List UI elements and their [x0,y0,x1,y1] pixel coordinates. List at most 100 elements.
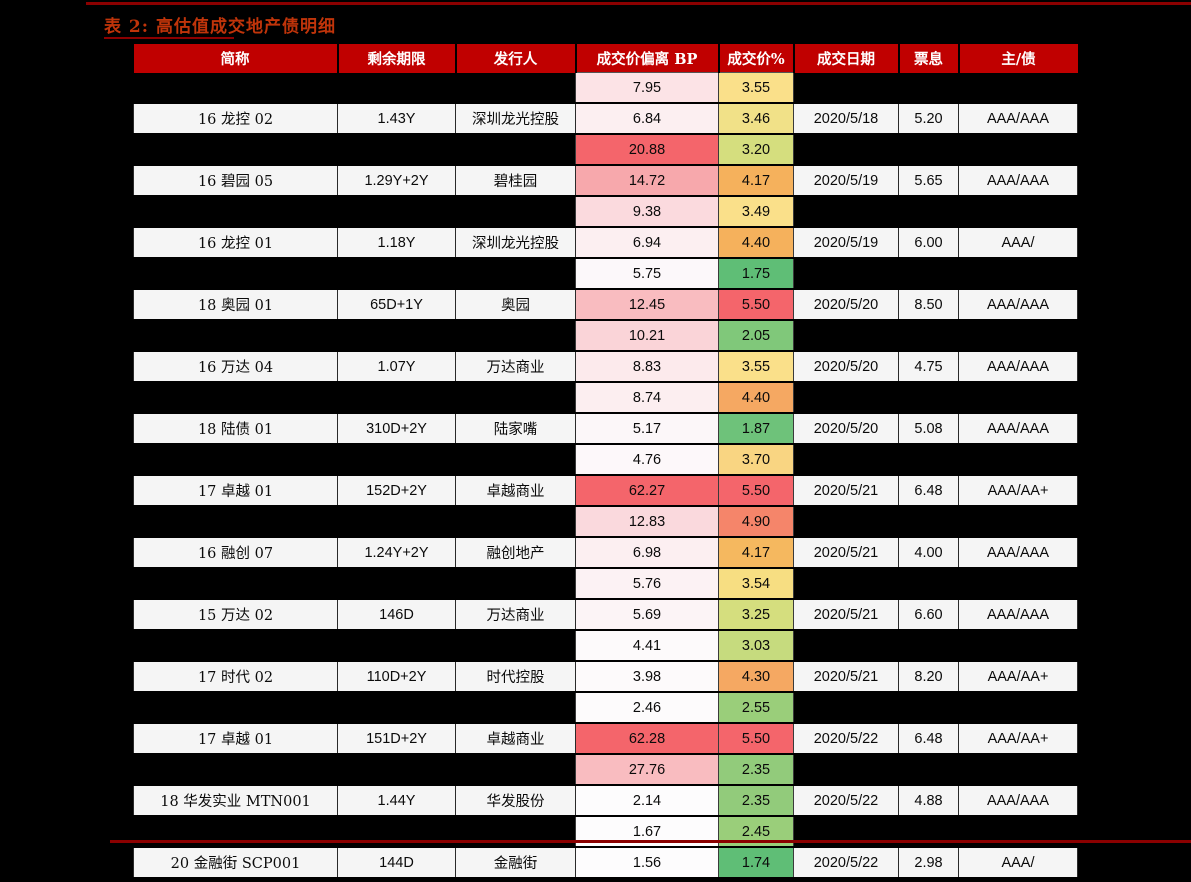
cell-empty [133,692,338,723]
cell-issuer: 碧桂园 [455,164,576,197]
cell-empty [958,506,1078,537]
cell-issuer: 万达商业 [455,350,576,383]
cell-empty [793,258,899,289]
cell-empty [133,258,338,289]
cell-empty [793,444,899,475]
cell-bp: 1.56 [575,846,719,879]
cell-name: 17 卓越 01 [133,722,338,755]
cell-bp: 6.84 [575,102,719,135]
cell-empty [958,568,1078,599]
cell-issuer: 金融街 [455,846,576,879]
cell-price: 4.17 [718,536,794,569]
cell-empty [793,692,899,723]
cell-bp: 6.94 [575,226,719,259]
cell-empty [337,196,456,227]
cell-coupon: 5.20 [898,102,959,135]
cell-issuer: 时代控股 [455,660,576,693]
cell-empty [455,568,576,599]
cell-term: 146D [337,598,456,631]
cell-empty [455,134,576,165]
cell-empty [793,630,899,661]
cell-name: 15 万达 02 [133,598,338,631]
cell-coupon: 2.98 [898,846,959,879]
table-row: 17 卓越 01 152D+2Y 卓越商业 62.27 5.50 2020/5/21 6.4… [133,474,1078,507]
cell-bp: 4.76 [575,443,719,476]
column-header-coupon: 票息 [897,44,960,73]
cell-price: 2.35 [718,753,794,786]
table-row: 17 时代 02 110D+2Y 时代控股 3.98 4.30 2020/5/21 8.20… [133,660,1078,693]
cell-empty [455,258,576,289]
column-header-bp: 成交价偏离 BP [574,44,720,73]
cell-empty [793,754,899,785]
cell-empty [337,754,456,785]
table-subrow: 7.95 3.55 [133,72,1078,104]
cell-bp: 62.27 [575,474,719,507]
cell-price: 2.35 [718,784,794,817]
cell-name: 18 华发实业 MTN001 [133,784,338,817]
bond-table-container: 简称 剩余期限 发行人 成交价偏离 BP 成交价% 成交日期 票息 主/债 7.95 3.55 1… [133,44,1078,879]
cell-empty [455,72,576,103]
cell-price: 1.75 [718,257,794,290]
table-row: 16 融创 07 1.24Y+2Y 融创地产 6.98 4.17 2020/5/21 4.0… [133,536,1078,569]
cell-date: 2020/5/21 [793,474,899,507]
cell-empty [793,320,899,351]
cell-empty [793,382,899,413]
cell-price: 4.40 [718,226,794,259]
cell-name: 20 金融街 SCP001 [133,846,338,879]
cell-empty [455,382,576,413]
cell-price: 2.55 [718,691,794,724]
table-subrow: 27.76 2.35 [133,753,1078,786]
cell-date: 2020/5/22 [793,846,899,879]
cell-empty [898,630,959,661]
cell-bp: 5.75 [575,257,719,290]
cell-bp: 2.46 [575,691,719,724]
cell-price: 5.50 [718,288,794,321]
cell-name: 18 奥园 01 [133,288,338,321]
cell-empty [898,506,959,537]
table-row: 20 金融街 SCP001 144D 金融街 1.56 1.74 2020/5/22 2.9… [133,846,1078,879]
cell-term: 144D [337,846,456,879]
cell-term: 310D+2Y [337,412,456,445]
cell-empty [793,506,899,537]
cell-price: 4.30 [718,660,794,693]
cell-empty [898,444,959,475]
table-row: 16 龙控 01 1.18Y 深圳龙光控股 6.94 4.40 2020/5/19 6.00… [133,226,1078,259]
table-subrow: 4.76 3.70 [133,443,1078,476]
table-row: 15 万达 02 146D 万达商业 5.69 3.25 2020/5/21 6.60 AAA… [133,598,1078,631]
cell-date: 2020/5/21 [793,598,899,631]
column-header-price: 成交价% [717,44,795,73]
cell-empty [337,134,456,165]
table-row: 18 华发实业 MTN001 1.44Y 华发股份 2.14 2.35 2020/5/22… [133,784,1078,817]
table-header: 简称 剩余期限 发行人 成交价偏离 BP 成交价% 成交日期 票息 主/债 [133,44,1078,73]
cell-bp: 3.98 [575,660,719,693]
cell-coupon: 4.75 [898,350,959,383]
cell-issuer: 华发股份 [455,784,576,817]
cell-empty [958,72,1078,103]
column-header-date: 成交日期 [792,44,900,73]
cell-date: 2020/5/22 [793,784,899,817]
column-header-issuer: 发行人 [454,44,577,73]
cell-bp: 10.21 [575,319,719,352]
cell-empty [793,568,899,599]
cell-coupon: 4.00 [898,536,959,569]
cell-empty [455,630,576,661]
table-subrow: 8.74 4.40 [133,381,1078,414]
cell-rating: AAA/AAA [958,164,1078,197]
cell-bp: 20.88 [575,133,719,166]
cell-term: 1.44Y [337,784,456,817]
cell-name: 18 陆债 01 [133,412,338,445]
cell-coupon: 6.48 [898,474,959,507]
cell-term: 1.43Y [337,102,456,135]
cell-price: 1.74 [718,846,794,879]
table-subrow: 2.46 2.55 [133,691,1078,724]
cell-term: 151D+2Y [337,722,456,755]
title-underline [104,37,234,39]
cell-empty [455,754,576,785]
table-row: 16 龙控 02 1.43Y 深圳龙光控股 6.84 3.46 2020/5/18 5.20… [133,102,1078,135]
cell-empty [958,444,1078,475]
cell-term: 1.18Y [337,226,456,259]
cell-issuer: 万达商业 [455,598,576,631]
cell-empty [958,134,1078,165]
cell-empty [337,506,456,537]
cell-empty [133,568,338,599]
